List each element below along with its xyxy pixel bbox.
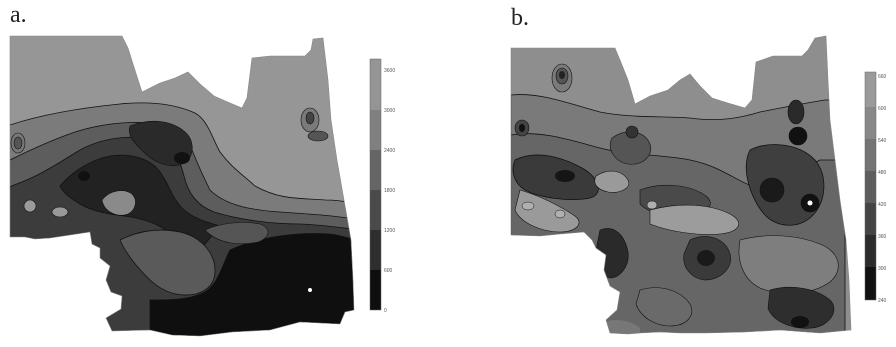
legend-a-swatch xyxy=(370,59,381,110)
map-b-low-spot xyxy=(697,250,715,266)
map-b-peak-spot xyxy=(646,200,658,210)
map-b-peak-spot xyxy=(519,124,525,132)
legend-a: 0 600 1200 1800 2400 3000 3600 xyxy=(369,58,395,314)
legend-b-swatch xyxy=(865,203,876,235)
legend-b-swatch xyxy=(865,267,876,300)
map-b-low-spot xyxy=(625,125,639,139)
legend-a-tick: 0 xyxy=(384,308,387,314)
legend-b-tick: 420 xyxy=(878,202,887,208)
legend-b-swatch xyxy=(865,139,876,171)
map-b-contour-region xyxy=(594,170,630,193)
legend-a-tick: 2400 xyxy=(384,148,395,154)
panel-a-label: a. xyxy=(10,2,27,28)
map-b-contour-region xyxy=(649,204,739,235)
map-b-contour-region xyxy=(635,287,692,327)
map-a-low-spot xyxy=(174,152,190,164)
map-b-marker xyxy=(807,200,813,206)
legend-b-tick: 360 xyxy=(878,234,887,240)
legend-a-swatch xyxy=(370,230,381,270)
legend-a-tick: 600 xyxy=(384,268,393,274)
legend-b-swatch xyxy=(865,107,876,139)
map-a-peak-spot xyxy=(23,199,37,213)
legend-b-tick: 660 xyxy=(878,74,887,80)
map-a-low-spot xyxy=(78,171,90,181)
map-a-peak-spot xyxy=(305,111,315,125)
legend-b-tick: 300 xyxy=(878,266,887,272)
map-b-contour-region xyxy=(514,189,580,233)
panel-b-label: b. xyxy=(511,5,529,31)
map-a-outline xyxy=(9,35,355,337)
map-b-peak-spot xyxy=(559,71,565,79)
map-a-contour-region xyxy=(101,190,136,216)
legend-a-tick: 3600 xyxy=(384,68,395,74)
legend-a-tick: 1800 xyxy=(384,188,395,194)
map-b-contour-region xyxy=(600,320,640,334)
map-b-outline xyxy=(510,35,852,335)
map-a-contour-region xyxy=(204,222,269,245)
map-b-low-spot xyxy=(555,170,575,182)
legend-a-tick: 1200 xyxy=(384,228,395,234)
legend-b-tick: 240 xyxy=(878,298,887,304)
map-b-contour-region xyxy=(767,286,835,329)
map-b-low-spot xyxy=(787,99,805,125)
map-b xyxy=(510,35,852,335)
map-a-contour-region xyxy=(149,233,354,336)
legend-b: 240 300 360 420 480 540 600 660 xyxy=(864,71,887,304)
legend-a-swatch xyxy=(370,190,381,230)
legend-b-frame xyxy=(864,71,877,301)
map-a-contour-region xyxy=(119,229,216,296)
map-a xyxy=(9,35,355,337)
legend-b-swatch xyxy=(865,72,876,107)
map-b-low-spot xyxy=(759,177,785,203)
map-a-peak-spot xyxy=(51,206,69,218)
legend-b-tick: 480 xyxy=(878,170,887,176)
legend-a-frame xyxy=(369,58,382,311)
map-b-peak-spot xyxy=(554,209,566,219)
legend-b-tick: 540 xyxy=(878,138,887,144)
map-a-marker xyxy=(308,288,312,292)
legend-b-tick: 600 xyxy=(878,106,887,112)
legend-b-swatch xyxy=(865,171,876,203)
map-b-peak-spot xyxy=(521,201,535,211)
legend-a-tick: 3000 xyxy=(384,108,395,114)
legend-a-swatch xyxy=(370,150,381,190)
legend-a-swatch xyxy=(370,270,381,310)
map-a-contour-region xyxy=(59,154,221,251)
map-a-peak-spot xyxy=(13,136,23,150)
map-b-low-spot xyxy=(791,316,809,328)
map-a-peak-spot xyxy=(307,130,329,142)
map-b-low-spot xyxy=(788,126,808,146)
legend-a-swatch xyxy=(370,110,381,150)
map-b-contour-region xyxy=(738,235,839,294)
legend-b-swatch xyxy=(865,235,876,267)
